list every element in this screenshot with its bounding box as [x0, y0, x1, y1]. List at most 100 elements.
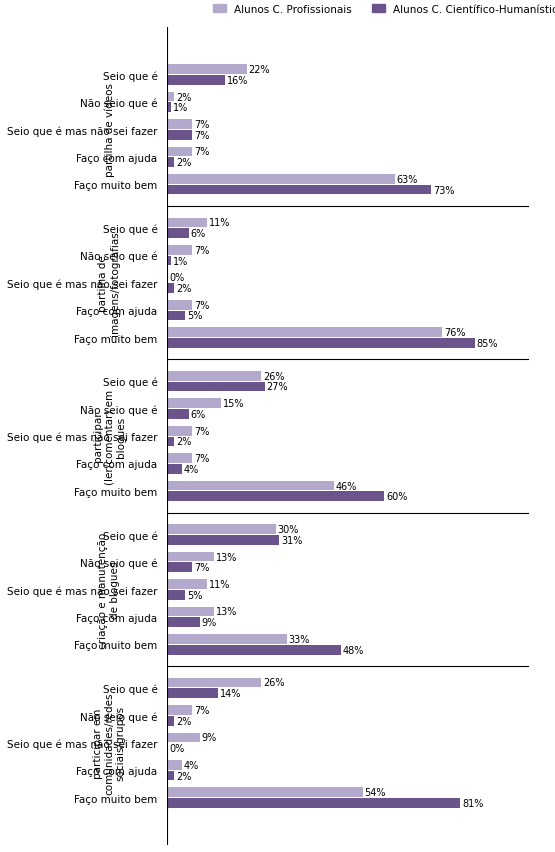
- Bar: [167, 284, 174, 294]
- Text: 7%: 7%: [194, 147, 210, 158]
- Bar: [167, 103, 171, 113]
- Text: 2%: 2%: [176, 92, 191, 102]
- Text: 2%: 2%: [176, 158, 191, 168]
- Text: 60%: 60%: [386, 492, 407, 502]
- Bar: [167, 579, 207, 590]
- Text: 33%: 33%: [289, 634, 310, 644]
- Text: 6%: 6%: [191, 410, 206, 419]
- Text: 7%: 7%: [194, 245, 210, 256]
- Text: 73%: 73%: [433, 186, 455, 195]
- Bar: [167, 552, 214, 561]
- Bar: [167, 383, 265, 392]
- Text: 7%: 7%: [194, 120, 210, 130]
- Legend: Alunos C. Profissionais, Alunos C. Científico-Humanísticos: Alunos C. Profissionais, Alunos C. Cient…: [209, 1, 555, 19]
- Text: 0%: 0%: [169, 743, 184, 753]
- Bar: [167, 328, 442, 337]
- Text: 5%: 5%: [187, 311, 203, 321]
- Bar: [167, 607, 214, 617]
- Bar: [167, 760, 181, 770]
- Text: 7%: 7%: [194, 426, 210, 436]
- Bar: [167, 535, 279, 545]
- Bar: [167, 426, 193, 436]
- Text: criação e manutenção
de blogues: criação e manutenção de blogues: [98, 532, 120, 648]
- Text: 15%: 15%: [223, 399, 245, 409]
- Text: 5%: 5%: [187, 590, 203, 600]
- Text: 81%: 81%: [462, 798, 483, 808]
- Text: 30%: 30%: [278, 525, 299, 534]
- Bar: [167, 563, 193, 573]
- Bar: [167, 311, 185, 321]
- Text: 1%: 1%: [173, 103, 188, 113]
- Bar: [167, 245, 193, 256]
- Bar: [167, 158, 174, 168]
- Text: 48%: 48%: [342, 645, 364, 655]
- Text: 26%: 26%: [263, 371, 285, 382]
- Text: 85%: 85%: [476, 338, 498, 348]
- Bar: [167, 399, 221, 409]
- Text: 11%: 11%: [209, 579, 230, 590]
- Text: 16%: 16%: [227, 76, 248, 86]
- Text: 46%: 46%: [335, 481, 357, 491]
- Text: 13%: 13%: [216, 552, 238, 562]
- Text: 11%: 11%: [209, 218, 230, 228]
- Bar: [167, 410, 189, 419]
- Bar: [167, 492, 384, 502]
- Bar: [167, 301, 193, 310]
- Text: 13%: 13%: [216, 607, 238, 617]
- Text: 9%: 9%: [201, 733, 217, 742]
- Bar: [167, 525, 276, 534]
- Text: 7%: 7%: [194, 562, 210, 573]
- Bar: [167, 635, 286, 644]
- Bar: [167, 771, 174, 780]
- Bar: [167, 678, 261, 688]
- Text: 7%: 7%: [194, 705, 210, 715]
- Bar: [167, 787, 362, 797]
- Text: 7%: 7%: [194, 301, 210, 310]
- Bar: [167, 371, 261, 381]
- Bar: [167, 798, 460, 808]
- Text: 9%: 9%: [201, 618, 217, 627]
- Text: 1%: 1%: [173, 256, 188, 267]
- Text: 63%: 63%: [397, 175, 418, 185]
- Text: 7%: 7%: [194, 130, 210, 141]
- Text: participar em
comunidades/redes
sociais/grupos: participar em comunidades/redes sociais/…: [93, 692, 126, 794]
- Bar: [167, 218, 207, 228]
- Text: 14%: 14%: [220, 688, 241, 699]
- Bar: [167, 705, 193, 715]
- Text: 6%: 6%: [191, 229, 206, 239]
- Bar: [167, 76, 225, 85]
- Text: 54%: 54%: [364, 787, 386, 797]
- Bar: [167, 147, 193, 157]
- Text: 27%: 27%: [266, 382, 288, 392]
- Text: 2%: 2%: [176, 437, 191, 446]
- Text: 7%: 7%: [194, 453, 210, 463]
- Bar: [167, 590, 185, 600]
- Bar: [167, 175, 395, 185]
- Text: 4%: 4%: [184, 464, 199, 475]
- Text: participar
(ler/comentar) em
blogues: participar (ler/comentar) em blogues: [93, 389, 126, 484]
- Bar: [167, 130, 193, 141]
- Bar: [167, 688, 218, 699]
- Text: 22%: 22%: [249, 65, 270, 75]
- Bar: [167, 645, 341, 654]
- Bar: [167, 256, 171, 266]
- Text: 0%: 0%: [169, 273, 184, 283]
- Text: 2%: 2%: [176, 771, 191, 780]
- Text: 2%: 2%: [176, 284, 191, 294]
- Bar: [167, 229, 189, 239]
- Text: partilha de
imagens/fotografias: partilha de imagens/fotografias: [98, 231, 120, 336]
- Text: 31%: 31%: [281, 535, 302, 545]
- Bar: [167, 93, 174, 102]
- Text: 76%: 76%: [444, 328, 466, 338]
- Bar: [167, 481, 334, 491]
- Bar: [167, 339, 475, 348]
- Bar: [167, 464, 181, 475]
- Bar: [167, 733, 200, 742]
- Bar: [167, 716, 174, 726]
- Bar: [167, 437, 174, 446]
- Bar: [167, 65, 247, 75]
- Bar: [167, 120, 193, 130]
- Text: 4%: 4%: [184, 760, 199, 770]
- Bar: [167, 186, 431, 195]
- Bar: [167, 618, 200, 627]
